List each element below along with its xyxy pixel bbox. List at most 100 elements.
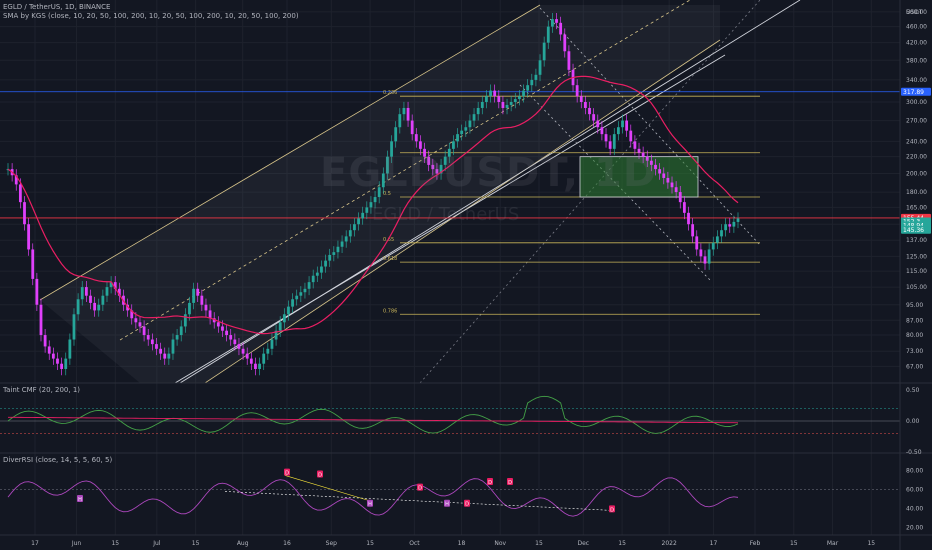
candle-body [291,299,294,307]
fib-label: 0.5 [383,191,391,197]
candle-body [183,314,187,327]
candle-body [146,335,150,340]
time-tick-label: 17 [31,540,39,547]
indicator-legend[interactable]: SMA by KGS (close, 10, 20, 50, 100, 200,… [3,12,299,20]
candle-body [47,346,51,354]
rsi-legend[interactable]: DiverRSI (close, 14, 5, 5, 60, 5) [3,456,113,464]
time-tick-label: Jun [71,540,82,547]
candle-body [485,96,488,102]
time-tick-label: Oct [409,540,420,547]
price-tick-label: 300.00 [906,99,927,106]
candle-body [381,173,385,188]
grid [0,0,900,535]
price-tick-label: 420.00 [906,40,927,47]
candle-body [163,353,167,359]
candle-body [563,34,567,52]
rsi-marker [77,495,83,502]
candle-body [274,330,278,340]
candle-body [431,164,435,170]
candle-body [497,96,501,102]
candle-body [353,224,356,231]
candle-body [402,107,406,115]
candle-body [435,169,439,174]
candle-body [480,101,484,108]
time-tick-label: 15 [790,540,798,547]
rsi-marker [444,499,450,507]
candle-body [303,288,307,293]
price-tick-label: 87.00 [906,317,923,324]
candle-body [559,22,563,35]
candle-body [14,175,18,185]
time-tick-label: Sep [326,540,338,547]
candle-body [299,292,303,296]
symbol-legend[interactable]: EGLD / TetherUS, 1D, BINANCE [3,3,111,11]
candle-body [629,130,633,142]
sma-line [7,75,739,335]
candle-body [406,107,410,121]
candle-body [633,141,637,149]
rsi-marker [464,499,470,507]
candle-body [23,202,26,225]
rsi-marker [609,505,615,513]
candle-body [344,236,348,242]
rsi-tick-label: 20.00 [906,524,923,531]
candle-body [150,339,154,345]
candle-body [93,302,97,311]
candle-body [167,353,171,359]
price-tick-label: 95.00 [906,302,923,309]
candle-body [192,288,195,303]
candle-body [233,339,237,345]
candle-body [682,202,686,213]
price-badge-label: 317.89 [903,89,924,96]
candle-body [575,85,579,97]
watermark-ticker: EGLDUSDT, 1D [320,150,658,196]
price-tick-label: 180.00 [906,189,927,196]
price-tick-label: 500.00 [906,9,927,16]
sma-line [7,75,739,335]
price-badge-label: 145.36 [903,227,924,234]
candle-body [258,363,261,369]
time-tick-label: 15 [192,540,200,547]
time-tick-label: Aug [237,540,249,547]
candle-body [324,260,327,267]
candle-body [592,114,596,121]
candle-body [97,304,101,311]
time-tick-label: 18 [458,540,466,547]
candle-body [225,330,228,336]
candle-body [188,302,191,315]
candle-body [270,339,274,349]
price-tick-label: 200.00 [906,170,927,177]
candle-body [282,314,286,323]
cmf-legend[interactable]: Taint CMF (20, 200, 1) [3,386,81,394]
candle-body [134,318,138,323]
candle-body [724,224,728,231]
candle-body [456,134,459,142]
candle-body [439,164,443,174]
candle-body [596,120,600,128]
candle-body [348,230,352,237]
candle-body [208,310,212,319]
fib-label: 0.618 [383,256,397,262]
rsi-marker-label: H [78,497,82,503]
time-tick-label: 16 [283,540,291,547]
time-tick-label: Feb [750,540,761,547]
candle-body [287,306,290,315]
candle-body [369,202,373,208]
fib-label: 0.236 [383,90,397,96]
candle-body [616,127,620,135]
cmf-line [7,395,739,434]
candle-body [361,212,365,219]
time-tick-label: 15 [366,540,374,547]
candle-body [658,169,662,174]
price-tick-label: 115.00 [906,268,927,275]
candle-body [126,304,130,311]
green-zone [579,156,699,198]
candle-body [715,236,719,243]
candle-body [501,101,505,108]
price-tick-label: 240.00 [906,138,927,145]
price-tick-label: 165.00 [906,204,927,211]
candle-body [513,99,517,102]
candle-body [414,134,418,142]
candle-body [538,60,542,75]
